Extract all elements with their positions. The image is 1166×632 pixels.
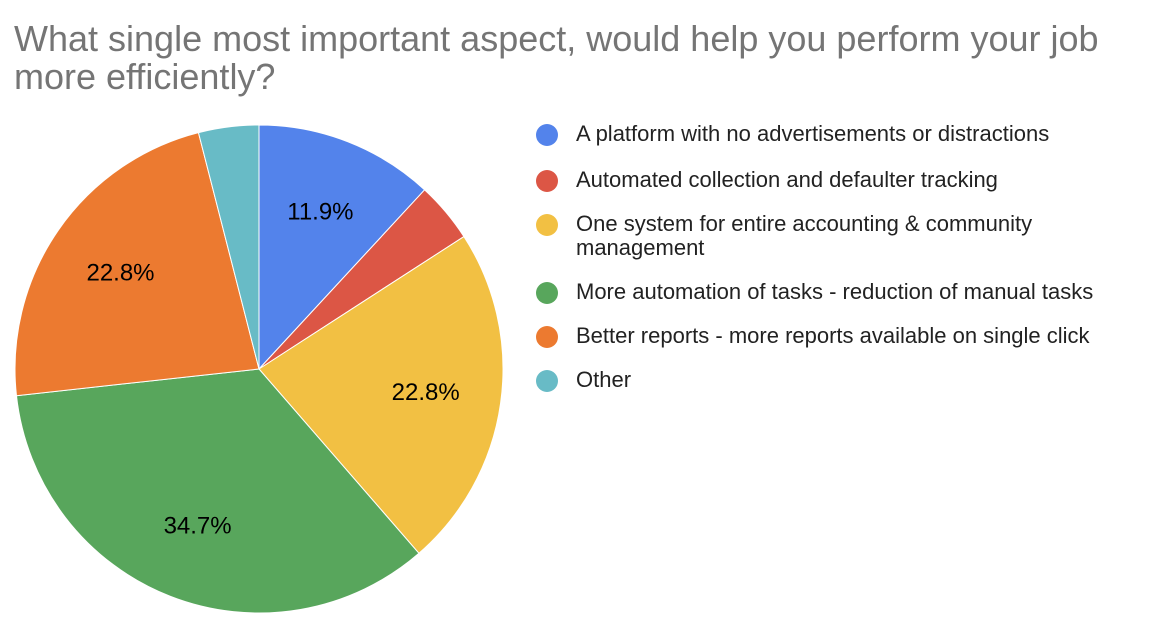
legend-label: One system for entire accounting & commu… [576, 211, 1033, 260]
pie-slice-value-label: 34.7% [164, 512, 232, 539]
pie-slice-value-label: 22.8% [392, 379, 460, 406]
legend-swatch [536, 282, 558, 304]
legend-label: Better reports - more reports available … [576, 323, 1090, 348]
pie-slice-one-system-for-entire-accounting-community-management [258, 235, 504, 554]
pie-slice-value-label: 22.8% [86, 260, 154, 287]
pie-slice-more-automation-of-tasks-reduction-of-manual-tasks [15, 368, 420, 614]
legend-swatch [536, 170, 558, 192]
legend-label: More automation of tasks - reduction of … [576, 279, 1094, 304]
legend-label: A platform with no advertisements or dis… [576, 121, 1050, 146]
legend-swatch [536, 214, 558, 236]
pie-slice-value-label: 11.9% [287, 199, 353, 226]
legend-swatch [536, 326, 558, 348]
pie-chart: 11.9% 22.8% 34.7% 22.8% [14, 124, 504, 614]
chart-title: What single most important aspect, would… [14, 18, 1099, 97]
legend-swatch [536, 370, 558, 392]
legend-swatch [536, 124, 558, 146]
pie-slice-other [197, 124, 260, 370]
legend-label: Automated collection and defaulter track… [576, 167, 998, 192]
legend-label: Other [576, 367, 632, 392]
pie-slice-a-platform-with-no-advertisements-or-distractions [258, 124, 426, 371]
pie-slice-better-reports-more-reports-available-on-single-click [14, 132, 260, 397]
